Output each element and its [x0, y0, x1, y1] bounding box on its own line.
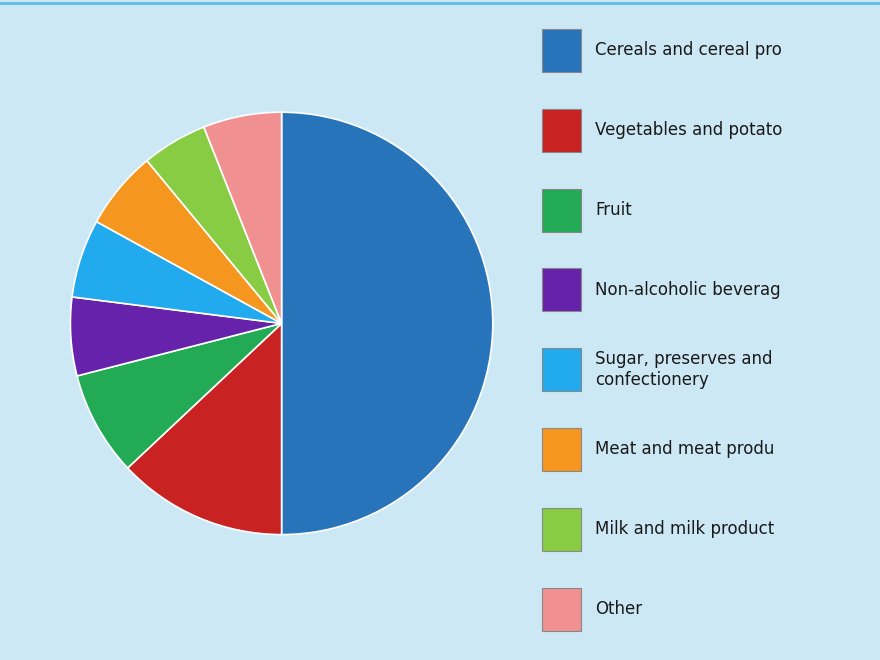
FancyBboxPatch shape	[542, 29, 581, 72]
FancyBboxPatch shape	[542, 189, 581, 232]
Text: Non-alcoholic beverag: Non-alcoholic beverag	[595, 281, 781, 299]
Wedge shape	[72, 222, 282, 323]
Text: Sugar, preserves and 
confectionery: Sugar, preserves and confectionery	[595, 350, 778, 389]
Wedge shape	[204, 112, 282, 323]
Text: Other: Other	[595, 600, 642, 618]
Wedge shape	[77, 323, 282, 468]
Text: Cereals and cereal pro: Cereals and cereal pro	[595, 42, 781, 59]
Text: Fruit: Fruit	[595, 201, 632, 219]
FancyBboxPatch shape	[542, 508, 581, 550]
FancyBboxPatch shape	[542, 348, 581, 391]
Wedge shape	[147, 127, 282, 323]
Wedge shape	[70, 297, 282, 376]
FancyBboxPatch shape	[542, 109, 581, 152]
Wedge shape	[282, 112, 493, 535]
FancyBboxPatch shape	[542, 428, 581, 471]
FancyBboxPatch shape	[542, 587, 581, 630]
FancyBboxPatch shape	[542, 269, 581, 312]
Text: Milk and milk product: Milk and milk product	[595, 520, 774, 539]
Wedge shape	[128, 323, 282, 535]
Text: Meat and meat produ: Meat and meat produ	[595, 440, 774, 459]
Text: Vegetables and potato: Vegetables and potato	[595, 121, 782, 139]
Wedge shape	[97, 160, 282, 323]
